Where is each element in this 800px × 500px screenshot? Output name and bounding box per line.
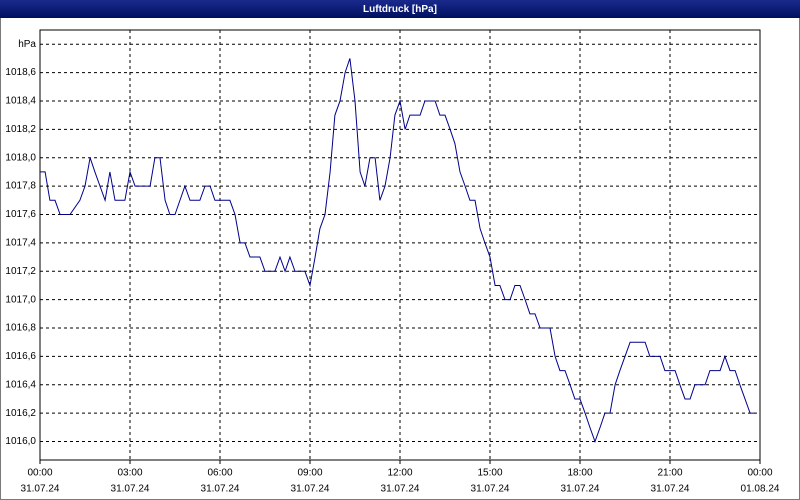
x-tick-date: 31.07.24: [111, 484, 150, 495]
y-tick-label: 1018,2: [5, 124, 36, 135]
y-tick-label: hPa: [18, 39, 36, 50]
x-tick-date: 31.07.24: [381, 484, 420, 495]
chart-title: Luftdruck [hPa]: [363, 4, 437, 15]
x-tick-label: 18:00: [567, 468, 592, 479]
x-tick-label: 03:00: [117, 468, 142, 479]
x-tick-label: 15:00: [477, 468, 502, 479]
y-tick-label: 1018,6: [5, 67, 36, 78]
y-tick-label: 1017,6: [5, 209, 36, 220]
x-tick-date: 31.07.24: [291, 484, 330, 495]
x-tick-date: 31.07.24: [471, 484, 510, 495]
x-tick-label: 06:00: [207, 468, 232, 479]
data-line: [40, 58, 755, 444]
x-tick-date: 31.07.24: [21, 484, 60, 495]
title-bar: [0, 0, 800, 18]
y-tick-label: 1016,4: [5, 379, 36, 390]
x-tick-label: 00:00: [27, 468, 52, 479]
y-tick-label: 1016,2: [5, 408, 36, 419]
y-tick-label: 1016,8: [5, 323, 36, 334]
y-tick-label: 1017,0: [5, 294, 36, 305]
x-tick-label: 12:00: [387, 468, 412, 479]
x-tick-label: 21:00: [657, 468, 682, 479]
x-tick-date: 01.08.24: [741, 484, 780, 495]
y-tick-label: 1017,8: [5, 181, 36, 192]
y-tick-label: 1018,4: [5, 96, 36, 107]
x-tick-label: 09:00: [297, 468, 322, 479]
y-tick-label: 1016,0: [5, 436, 36, 447]
y-tick-label: 1017,4: [5, 238, 36, 249]
x-tick-date: 31.07.24: [651, 484, 690, 495]
y-tick-label: 1016,6: [5, 351, 36, 362]
x-tick-date: 31.07.24: [561, 484, 600, 495]
y-tick-label: 1018,0: [5, 152, 36, 163]
x-tick-date: 31.07.24: [201, 484, 240, 495]
x-tick-label: 00:00: [747, 468, 772, 479]
y-tick-label: 1017,2: [5, 266, 36, 277]
